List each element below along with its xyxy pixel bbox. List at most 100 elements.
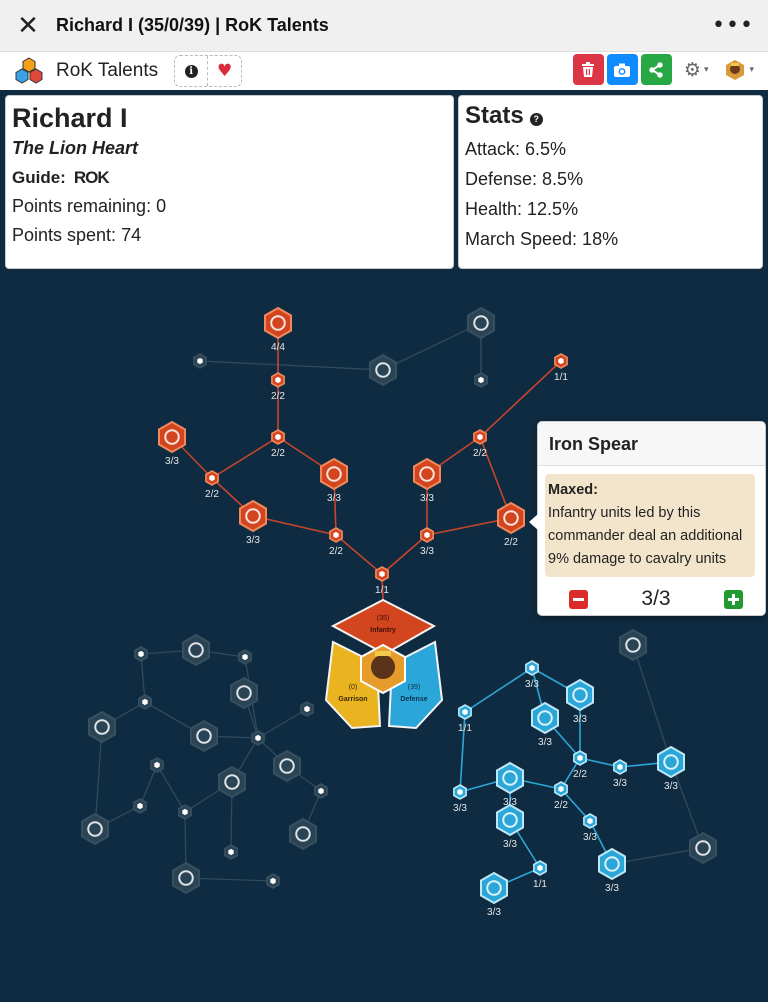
talent-level-label: 3/3: [453, 803, 467, 814]
maxed-label: Maxed:: [548, 482, 598, 498]
chevron-down-icon: ▾: [703, 64, 709, 75]
settings-dropdown[interactable]: ⚙ ▾: [684, 59, 709, 81]
talent-link: [185, 877, 274, 882]
talent-node-inactive-icon: [94, 719, 110, 735]
popup-controls: 3/3: [538, 577, 765, 611]
talent-node-inactive[interactable]: [182, 633, 210, 667]
talent-level-label: 3/3: [538, 737, 552, 748]
talent-node-inactive-icon: [182, 808, 188, 816]
talent-node-infantry[interactable]: [239, 499, 267, 533]
talent-node-defense[interactable]: [657, 745, 685, 779]
guide-row: Guide: ROK: [12, 168, 447, 188]
talent-node-inactive-icon: [228, 848, 234, 856]
screenshot-button[interactable]: [606, 54, 638, 85]
talent-node-inactive-icon: [178, 870, 194, 886]
rok-guide-logo[interactable]: ROK: [73, 168, 110, 187]
share-button[interactable]: [640, 54, 672, 85]
talent-level-label: 3/3: [613, 778, 627, 789]
talent-node-inactive-icon: [270, 877, 276, 885]
talent-node-infantry-icon: [326, 466, 342, 482]
decrease-button[interactable]: [569, 589, 588, 609]
talent-level-label: 1/1: [458, 723, 472, 734]
talent-node-inactive[interactable]: [289, 817, 317, 851]
talent-link: [94, 726, 103, 830]
talent-node-infantry[interactable]: [497, 501, 525, 535]
talent-node-defense[interactable]: [496, 803, 524, 837]
talent-node-infantry[interactable]: [264, 306, 292, 340]
favorite-button[interactable]: ♥: [208, 56, 241, 86]
talent-link: [560, 788, 591, 822]
points-remaining: Points remaining: 0: [12, 196, 167, 216]
talent-node-infantry[interactable]: [158, 420, 186, 454]
talent-wheel: (35) Infantry (0) Garrison (39) Defense: [324, 598, 444, 730]
talent-node-defense-icon: [529, 664, 535, 672]
guide-label: Guide:: [12, 168, 66, 187]
talent-node-inactive-icon: [196, 728, 212, 744]
defense-label: Defense: [400, 696, 427, 703]
commander-title: The Lion Heart: [12, 138, 139, 158]
talent-level-label: 3/3: [605, 883, 619, 894]
talent-node-inactive-icon: [255, 734, 261, 742]
talent-level-label: 2/2: [205, 489, 219, 500]
talent-node-inactive[interactable]: [81, 812, 109, 846]
talent-node-infantry-icon: [164, 429, 180, 445]
talent-node-infantry[interactable]: [413, 457, 441, 491]
talent-node-inactive[interactable]: [467, 306, 495, 340]
stat-health: Health: 12.5%: [465, 199, 579, 219]
talent-node-inactive[interactable]: [190, 719, 218, 753]
talent-link: [479, 436, 512, 519]
talent-node-inactive[interactable]: [273, 749, 301, 783]
more-options-icon[interactable]: •••: [712, 13, 754, 38]
talent-node-inactive-icon: [473, 315, 489, 331]
infantry-label: Infantry: [370, 627, 396, 634]
talent-link: [199, 360, 384, 371]
points-spent: Points spent: 74: [12, 225, 142, 245]
talent-node-infantry-icon: [275, 433, 281, 441]
talent-node-defense-icon: [537, 864, 543, 872]
talent-node-inactive[interactable]: [172, 861, 200, 895]
talent-node-inactive[interactable]: [218, 765, 246, 799]
talent-node-inactive-icon: [188, 642, 204, 658]
talent-level-label: 3/3: [503, 839, 517, 850]
increase-button[interactable]: [723, 589, 743, 609]
talent-node-inactive[interactable]: [88, 710, 116, 744]
talent-node-defense[interactable]: [531, 701, 559, 735]
site-navbar: RoK Talents i ♥ ⚙ ▾ ▾: [0, 52, 768, 90]
info-button[interactable]: i: [175, 56, 209, 86]
commander-avatar-dropdown[interactable]: ▾: [724, 59, 754, 81]
talent-level-label: 3/3: [327, 493, 341, 504]
close-icon[interactable]: ✕: [17, 10, 39, 41]
talent-node-defense[interactable]: [496, 761, 524, 795]
talent-node-defense[interactable]: [566, 678, 594, 712]
talent-level-label: 1/1: [375, 585, 389, 596]
talent-link: [139, 764, 158, 807]
talent-link: [464, 667, 533, 713]
talent-node-defense-icon: [502, 812, 518, 828]
talent-link: [479, 360, 562, 438]
talent-node-inactive-icon: [197, 357, 203, 365]
talent-node-inactive-icon: [142, 698, 148, 706]
talent-node-inactive-icon: [224, 774, 240, 790]
talent-node-defense[interactable]: [598, 847, 626, 881]
stats-heading-text: Stats: [465, 102, 524, 129]
page-tab-title: Richard I (35/0/39) | RoK Talents: [56, 15, 329, 35]
talent-node-infantry-icon: [424, 531, 430, 539]
talent-node-inactive-icon: [137, 802, 143, 810]
talent-link: [257, 708, 308, 739]
talent-node-inactive[interactable]: [689, 831, 717, 865]
delete-button[interactable]: [572, 54, 604, 85]
talent-node-defense[interactable]: [480, 871, 508, 905]
talent-node-inactive[interactable]: [619, 628, 647, 662]
talent-node-defense-icon: [457, 788, 463, 796]
hexagon-logo-icon[interactable]: [14, 56, 44, 86]
brand-name[interactable]: RoK Talents: [56, 60, 159, 81]
talent-node-inactive[interactable]: [230, 676, 258, 710]
talent-node-defense-icon: [663, 754, 679, 770]
talent-node-infantry[interactable]: [320, 457, 348, 491]
talent-node-inactive-icon: [695, 840, 711, 856]
talent-node-defense-icon: [502, 770, 518, 786]
talent-node-defense-icon: [572, 687, 588, 703]
talent-level-label: 3/3: [487, 907, 501, 918]
help-icon[interactable]: ?: [529, 112, 543, 126]
talent-node-inactive[interactable]: [369, 353, 397, 387]
